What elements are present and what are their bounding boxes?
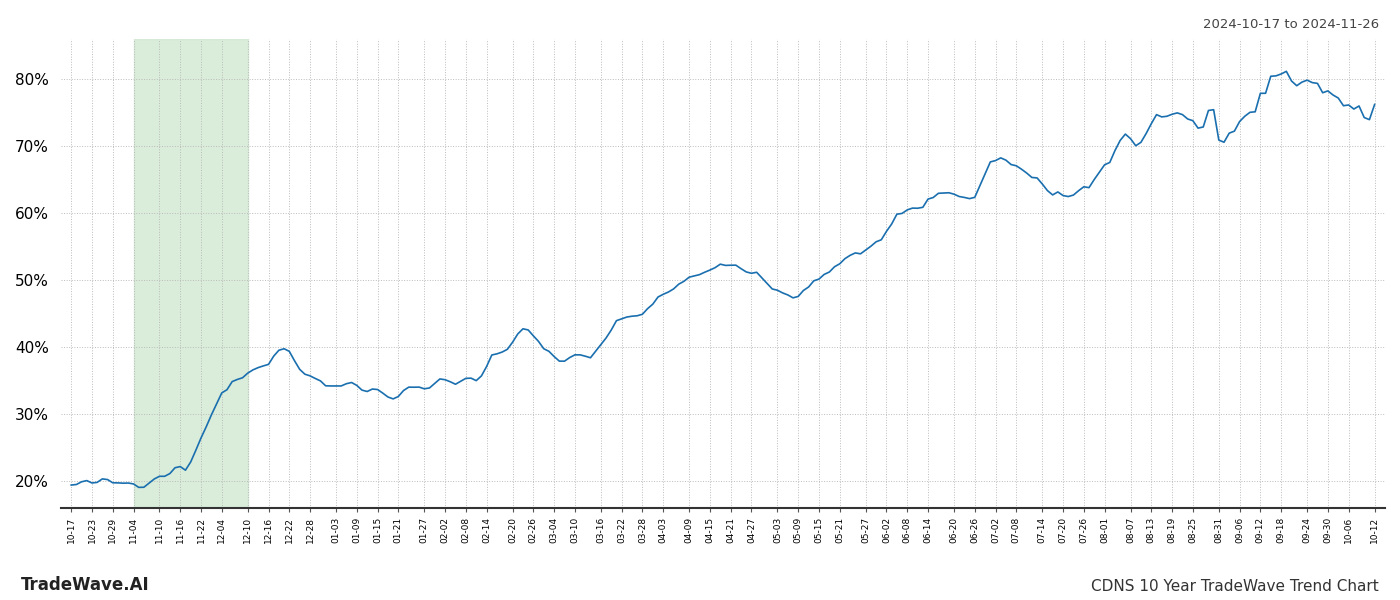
Text: CDNS 10 Year TradeWave Trend Chart: CDNS 10 Year TradeWave Trend Chart	[1091, 579, 1379, 594]
Text: 2024-10-17 to 2024-11-26: 2024-10-17 to 2024-11-26	[1203, 18, 1379, 31]
Text: TradeWave.AI: TradeWave.AI	[21, 576, 150, 594]
Bar	[133, 39, 248, 508]
